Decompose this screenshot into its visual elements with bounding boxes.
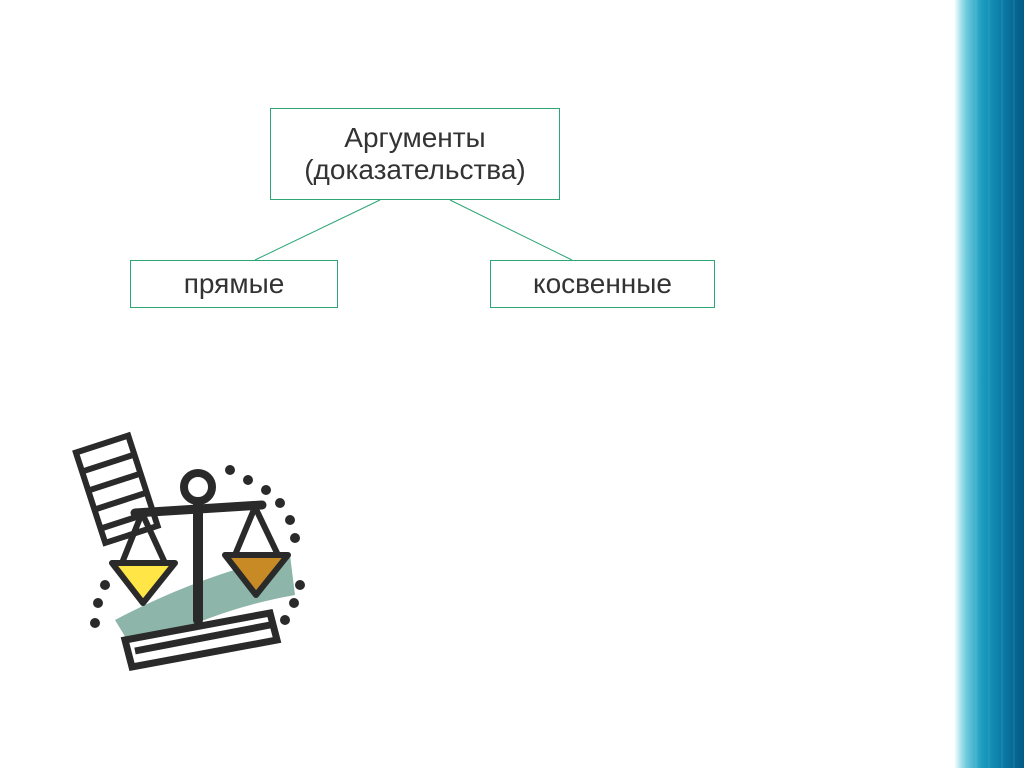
root-label: Аргументы (доказательства) — [304, 122, 526, 186]
connector-right — [450, 200, 572, 260]
root-label-line1: Аргументы — [304, 122, 526, 154]
child-box-left: прямые — [130, 260, 338, 308]
child-box-right: косвенные — [490, 260, 715, 308]
scales-icon — [70, 420, 320, 680]
root-label-line2: (доказательства) — [304, 154, 526, 186]
connector-left — [255, 200, 380, 260]
root-box: Аргументы (доказательства) — [270, 108, 560, 200]
child-label-right: косвенные — [533, 268, 672, 300]
child-label-left: прямые — [184, 268, 285, 300]
side-gradient-bar — [954, 0, 1024, 768]
